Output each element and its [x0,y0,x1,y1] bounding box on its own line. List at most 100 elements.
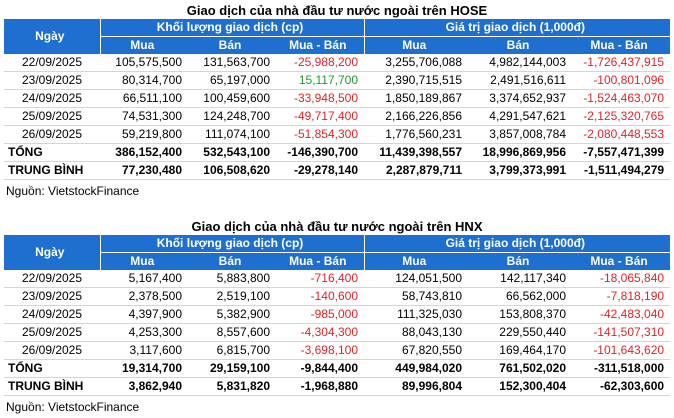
total-value-sell-cell: 18,996,869,956 [468,143,573,162]
value-net-cell: -42,483,040 [572,305,671,324]
volume-net-cell: -716,400 [276,270,365,288]
value-sell-cell: 4,982,144,003 [468,54,573,72]
date-cell: 26/09/2025 [4,125,100,144]
total-volume-buy-cell: 386,152,400 [100,143,188,162]
hnx-source: Nguồn: VietstockFinance [6,400,140,414]
volume-buy-cell: 2,378,500 [100,287,188,306]
average-volume-buy-cell: 77,230,480 [100,161,188,180]
table-row: 22/09/2025 5,167,400 5,883,800 -716,400 124,… [4,270,671,288]
table-row: 25/09/2025 4,253,300 8,557,600 -4,304,300 88… [4,323,671,342]
total-value-net-cell: -7,557,471,399 [572,143,671,162]
value-net-cell: -18,065,840 [572,270,671,288]
average-label: TRUNG BÌNH [4,161,100,180]
volume-buy-header: Mua [100,252,188,270]
total-value-net-cell: -311,518,000 [572,359,671,378]
table-row: 23/09/2025 2,378,500 2,519,100 -140,600 58,7… [4,287,671,306]
date-cell: 23/09/2025 [4,71,100,90]
value-net-cell: -1,524,463,070 [572,89,671,108]
value-sell-cell: 229,550,440 [468,323,573,342]
value-sell-header: Bán [468,36,573,54]
hose-source: Nguồn: VietstockFinance [6,184,140,198]
table-row: 26/09/2025 3,117,600 6,815,700 -3,698,100 67… [4,341,671,360]
value-buy-cell: 58,743,810 [364,287,469,306]
average-value-sell-cell: 152,300,404 [468,377,573,396]
volume-sell-cell: 5,382,900 [188,305,276,324]
total-value-buy-cell: 449,984,020 [364,359,469,378]
total-volume-sell-cell: 29,159,100 [188,359,276,378]
value-group-header: Giá trị giao dịch (1,000đ) [363,235,671,253]
average-volume-sell-cell: 106,508,620 [188,161,276,180]
value-buy-cell: 111,325,030 [364,305,469,324]
value-sell-cell: 153,808,370 [468,305,573,324]
volume-sell-cell: 2,519,100 [188,287,276,306]
day-header: Ngày [4,235,101,270]
value-net-cell: -2,125,320,765 [572,107,671,126]
volume-net-cell: -140,600 [276,287,365,306]
volume-sell-cell: 124,248,700 [188,107,276,126]
value-net-header: Mua - Bán [572,36,671,54]
value-sell-cell: 4,291,547,621 [468,107,573,126]
date-cell: 24/09/2025 [4,89,100,108]
volume-buy-cell: 5,167,400 [100,270,188,288]
volume-buy-cell: 66,511,100 [100,89,188,108]
value-buy-cell: 124,051,500 [364,270,469,288]
value-group-header: Giá trị giao dịch (1,000đ) [363,19,671,37]
volume-sell-cell: 100,459,600 [188,89,276,108]
total-label: TỔNG [4,359,100,378]
total-volume-sell-cell: 532,543,100 [188,143,276,162]
value-buy-cell: 67,820,550 [364,341,469,360]
average-volume-net-cell: -29,278,140 [276,161,365,180]
volume-buy-cell: 105,575,500 [100,54,188,72]
value-buy-cell: 2,390,715,515 [364,71,469,90]
average-row: TRUNG BÌNH 3,862,940 5,831,820 -1,968,880 89… [4,377,671,396]
value-buy-cell: 1,776,560,231 [364,125,469,144]
date-cell: 26/09/2025 [4,341,100,360]
volume-sell-cell: 65,197,000 [188,71,276,90]
volume-buy-cell: 80,314,700 [100,71,188,90]
hose-title: Giao dịch của nhà đầu tư nước ngoài trên… [186,3,488,18]
volume-net-cell: -25,988,200 [276,54,365,72]
average-volume-buy-cell: 3,862,940 [100,377,188,396]
volume-buy-cell: 74,531,300 [100,107,188,126]
hnx-title: Giao dịch của nhà đầu tư nước ngoài trên… [191,219,483,234]
value-sell-cell: 2,491,516,611 [468,71,573,90]
date-cell: 22/09/2025 [4,270,100,288]
volume-buy-cell: 4,397,900 [100,305,188,324]
volume-sell-cell: 5,883,800 [188,270,276,288]
total-volume-net-cell: -9,844,400 [276,359,365,378]
value-buy-cell: 88,043,130 [364,323,469,342]
value-net-cell: -100,801,096 [572,71,671,90]
value-buy-cell: 3,255,706,088 [364,54,469,72]
hose-table: Ngày Khối lượng giao dịch (cp) Giá trị g… [4,19,671,180]
average-volume-sell-cell: 5,831,820 [188,377,276,396]
value-net-cell: -101,643,620 [572,341,671,360]
total-row: TỔNG 19,314,700 29,159,100 -9,844,400 449,98… [4,359,671,378]
total-volume-net-cell: -146,390,700 [276,143,365,162]
table-row: 25/09/2025 74,531,300 124,248,700 -49,717,4… [4,107,671,126]
value-sell-header: Bán [468,252,573,270]
date-cell: 24/09/2025 [4,305,100,324]
volume-net-cell: -4,304,300 [276,323,365,342]
volume-net-cell: -33,948,500 [276,89,365,108]
average-value-sell-cell: 3,799,373,991 [468,161,573,180]
value-net-cell: -141,507,310 [572,323,671,342]
volume-sell-header: Bán [188,252,276,270]
total-label: TỔNG [4,143,100,162]
table-row: 22/09/2025 105,575,500 131,563,700 -25,988,… [4,54,671,72]
volume-net-header: Mua - Bán [276,36,365,54]
volume-net-header: Mua - Bán [276,252,365,270]
value-net-cell: -7,818,190 [572,287,671,306]
volume-group-header: Khối lượng giao dịch (cp) [100,19,365,37]
volume-buy-cell: 4,253,300 [100,323,188,342]
volume-net-cell: -49,717,400 [276,107,365,126]
table-row: 26/09/2025 59,219,800 111,074,100 -51,854,3… [4,125,671,144]
total-value-buy-cell: 11,439,398,557 [364,143,469,162]
date-cell: 22/09/2025 [4,54,100,72]
hnx-table: Ngày Khối lượng giao dịch (cp) Giá trị g… [4,235,671,396]
value-sell-cell: 142,117,340 [468,270,573,288]
date-cell: 23/09/2025 [4,287,100,306]
value-sell-cell: 66,562,000 [468,287,573,306]
day-header: Ngày [4,19,101,54]
volume-net-cell: -985,000 [276,305,365,324]
volume-sell-cell: 6,815,700 [188,341,276,360]
